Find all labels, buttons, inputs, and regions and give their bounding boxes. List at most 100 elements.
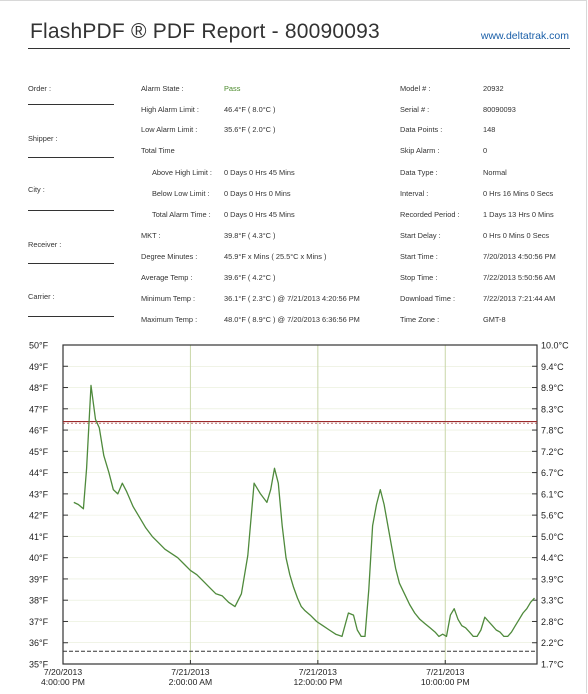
- y-tick-label-left: 48°F: [29, 383, 49, 393]
- field-label-shipper: Shipper :: [28, 134, 58, 143]
- y-tick-label-left: 43°F: [29, 489, 49, 499]
- field-value: Pass: [224, 84, 241, 93]
- field-line: [28, 263, 114, 264]
- field-label-receiver: Receiver :: [28, 240, 62, 249]
- y-tick-label-right: 5.0°C: [541, 532, 564, 542]
- field-label: Start Delay :: [400, 231, 441, 240]
- y-tick-label-left: 35°F: [29, 660, 49, 670]
- x-tick-label-date: 7/21/2013: [426, 667, 464, 677]
- y-tick-label-left: 38°F: [29, 596, 49, 606]
- x-tick-label-date: 7/21/2013: [299, 667, 337, 677]
- field-label: Data Points :: [400, 125, 443, 134]
- field-value: 48.0°F ( 8.9°C ) @ 7/20/2013 6:36:56 PM: [224, 315, 360, 324]
- field-label: Alarm State :: [141, 84, 184, 93]
- y-tick-label-right: 10.0°C: [541, 341, 569, 351]
- field-label: Maximum Temp :: [141, 315, 198, 324]
- y-tick-label-left: 41°F: [29, 532, 49, 542]
- field-label: Download Time :: [400, 294, 456, 303]
- field-value: 20932: [483, 84, 504, 93]
- field-label: Low Alarm Limit :: [141, 125, 198, 134]
- y-tick-label-left: 46°F: [29, 426, 49, 436]
- field-label: Stop Time :: [400, 273, 438, 282]
- field-label: Above High Limit :: [152, 168, 212, 177]
- field-value: 7/22/2013 7:21:44 AM: [483, 294, 556, 303]
- field-value: 0 Days 0 Hrs 45 Mins: [224, 168, 295, 177]
- field-label: Average Temp :: [141, 273, 193, 282]
- website-link[interactable]: www.deltatrak.com: [480, 30, 569, 42]
- y-tick-label-right: 4.4°C: [541, 553, 564, 563]
- y-tick-label-left: 37°F: [29, 617, 49, 627]
- field-label: High Alarm Limit :: [141, 105, 199, 114]
- field-label: Degree Minutes :: [141, 252, 198, 261]
- field-label: Recorded Period :: [400, 210, 460, 219]
- field-value: 46.4°F ( 8.0°C ): [224, 105, 276, 114]
- y-tick-label-left: 42°F: [29, 511, 49, 521]
- field-value: 148: [483, 125, 496, 134]
- y-tick-label-left: 44°F: [29, 468, 49, 478]
- field-line: [28, 157, 114, 158]
- field-value: Normal: [483, 168, 507, 177]
- y-tick-label-left: 39°F: [29, 574, 49, 584]
- field-label: Skip Alarm :: [400, 146, 440, 155]
- header-divider: [28, 48, 570, 49]
- field-line: [28, 210, 114, 211]
- x-tick-label-time: 12:00:00 PM: [293, 677, 342, 687]
- field-label: Below Low Limit :: [152, 189, 210, 198]
- field-label: MKT :: [141, 231, 161, 240]
- y-tick-label-right: 3.9°C: [541, 574, 564, 584]
- y-tick-label-right: 5.6°C: [541, 511, 564, 521]
- y-tick-label-left: 36°F: [29, 638, 49, 648]
- field-value: 39.6°F ( 4.2°C ): [224, 273, 276, 282]
- y-tick-label-right: 9.4°C: [541, 362, 564, 372]
- field-label: Interval :: [400, 189, 429, 198]
- field-label-order: Order :: [28, 84, 51, 93]
- field-value: 1 Days 13 Hrs 0 Mins: [483, 210, 554, 219]
- x-tick-label-time: 2:00:00 AM: [169, 677, 212, 687]
- temperature-series-line: [73, 384, 535, 638]
- field-label: Total Alarm Time :: [152, 210, 211, 219]
- field-label: Start Time :: [400, 252, 438, 261]
- x-tick-label-time: 4:00:00 PM: [41, 677, 85, 687]
- field-value: 7/20/2013 4:50:56 PM: [483, 252, 556, 261]
- field-label: Serial # :: [400, 105, 430, 114]
- y-tick-label-right: 6.1°C: [541, 489, 564, 499]
- x-tick-label-date: 7/21/2013: [171, 667, 209, 677]
- field-label: Total Time: [141, 146, 175, 155]
- field-value: GMT-8: [483, 315, 506, 324]
- y-tick-label-right: 6.7°C: [541, 468, 564, 478]
- y-tick-label-left: 49°F: [29, 362, 49, 372]
- field-label: Minimum Temp :: [141, 294, 196, 303]
- x-tick-label-time: 10:00:00 PM: [421, 677, 470, 687]
- x-tick-label-date: 7/20/2013: [44, 667, 82, 677]
- field-value: 39.8°F ( 4.3°C ): [224, 231, 276, 240]
- field-value: 35.6°F ( 2.0°C ): [224, 125, 276, 134]
- y-tick-label-right: 7.2°C: [541, 447, 564, 457]
- field-label: Data Type :: [400, 168, 438, 177]
- plot-border: [62, 344, 538, 665]
- field-label-city: City :: [28, 185, 45, 194]
- field-value: 0: [483, 146, 488, 155]
- y-tick-label-left: 40°F: [29, 553, 49, 563]
- y-tick-label-right: 8.3°C: [541, 404, 564, 414]
- field-label: Model # :: [400, 84, 431, 93]
- field-value: 36.1°F ( 2.3°C ) @ 7/21/2013 4:20:56 PM: [224, 294, 360, 303]
- y-tick-label-left: 50°F: [29, 341, 49, 351]
- y-tick-label-right: 2.8°C: [541, 617, 564, 627]
- y-tick-label-left: 47°F: [29, 404, 49, 414]
- field-value: 0 Days 0 Hrs 0 Mins: [224, 189, 291, 198]
- field-label-carrier: Carrier :: [28, 292, 55, 301]
- field-label: Time Zone :: [400, 315, 440, 324]
- y-tick-label-right: 2.2°C: [541, 638, 564, 648]
- field-value: 0 Hrs 0 Mins 0 Secs: [483, 231, 550, 240]
- field-value: 80090093: [483, 105, 516, 114]
- y-tick-label-right: 8.9°C: [541, 383, 564, 393]
- field-line: [28, 104, 114, 105]
- field-value: 7/22/2013 5:50:56 AM: [483, 273, 556, 282]
- y-tick-label-right: 3.3°C: [541, 596, 564, 606]
- y-tick-label-right: 7.8°C: [541, 426, 564, 436]
- field-value: 0 Hrs 16 Mins 0 Secs: [483, 189, 554, 198]
- field-value: 0 Days 0 Hrs 45 Mins: [224, 210, 295, 219]
- y-tick-label-right: 1.7°C: [541, 660, 564, 670]
